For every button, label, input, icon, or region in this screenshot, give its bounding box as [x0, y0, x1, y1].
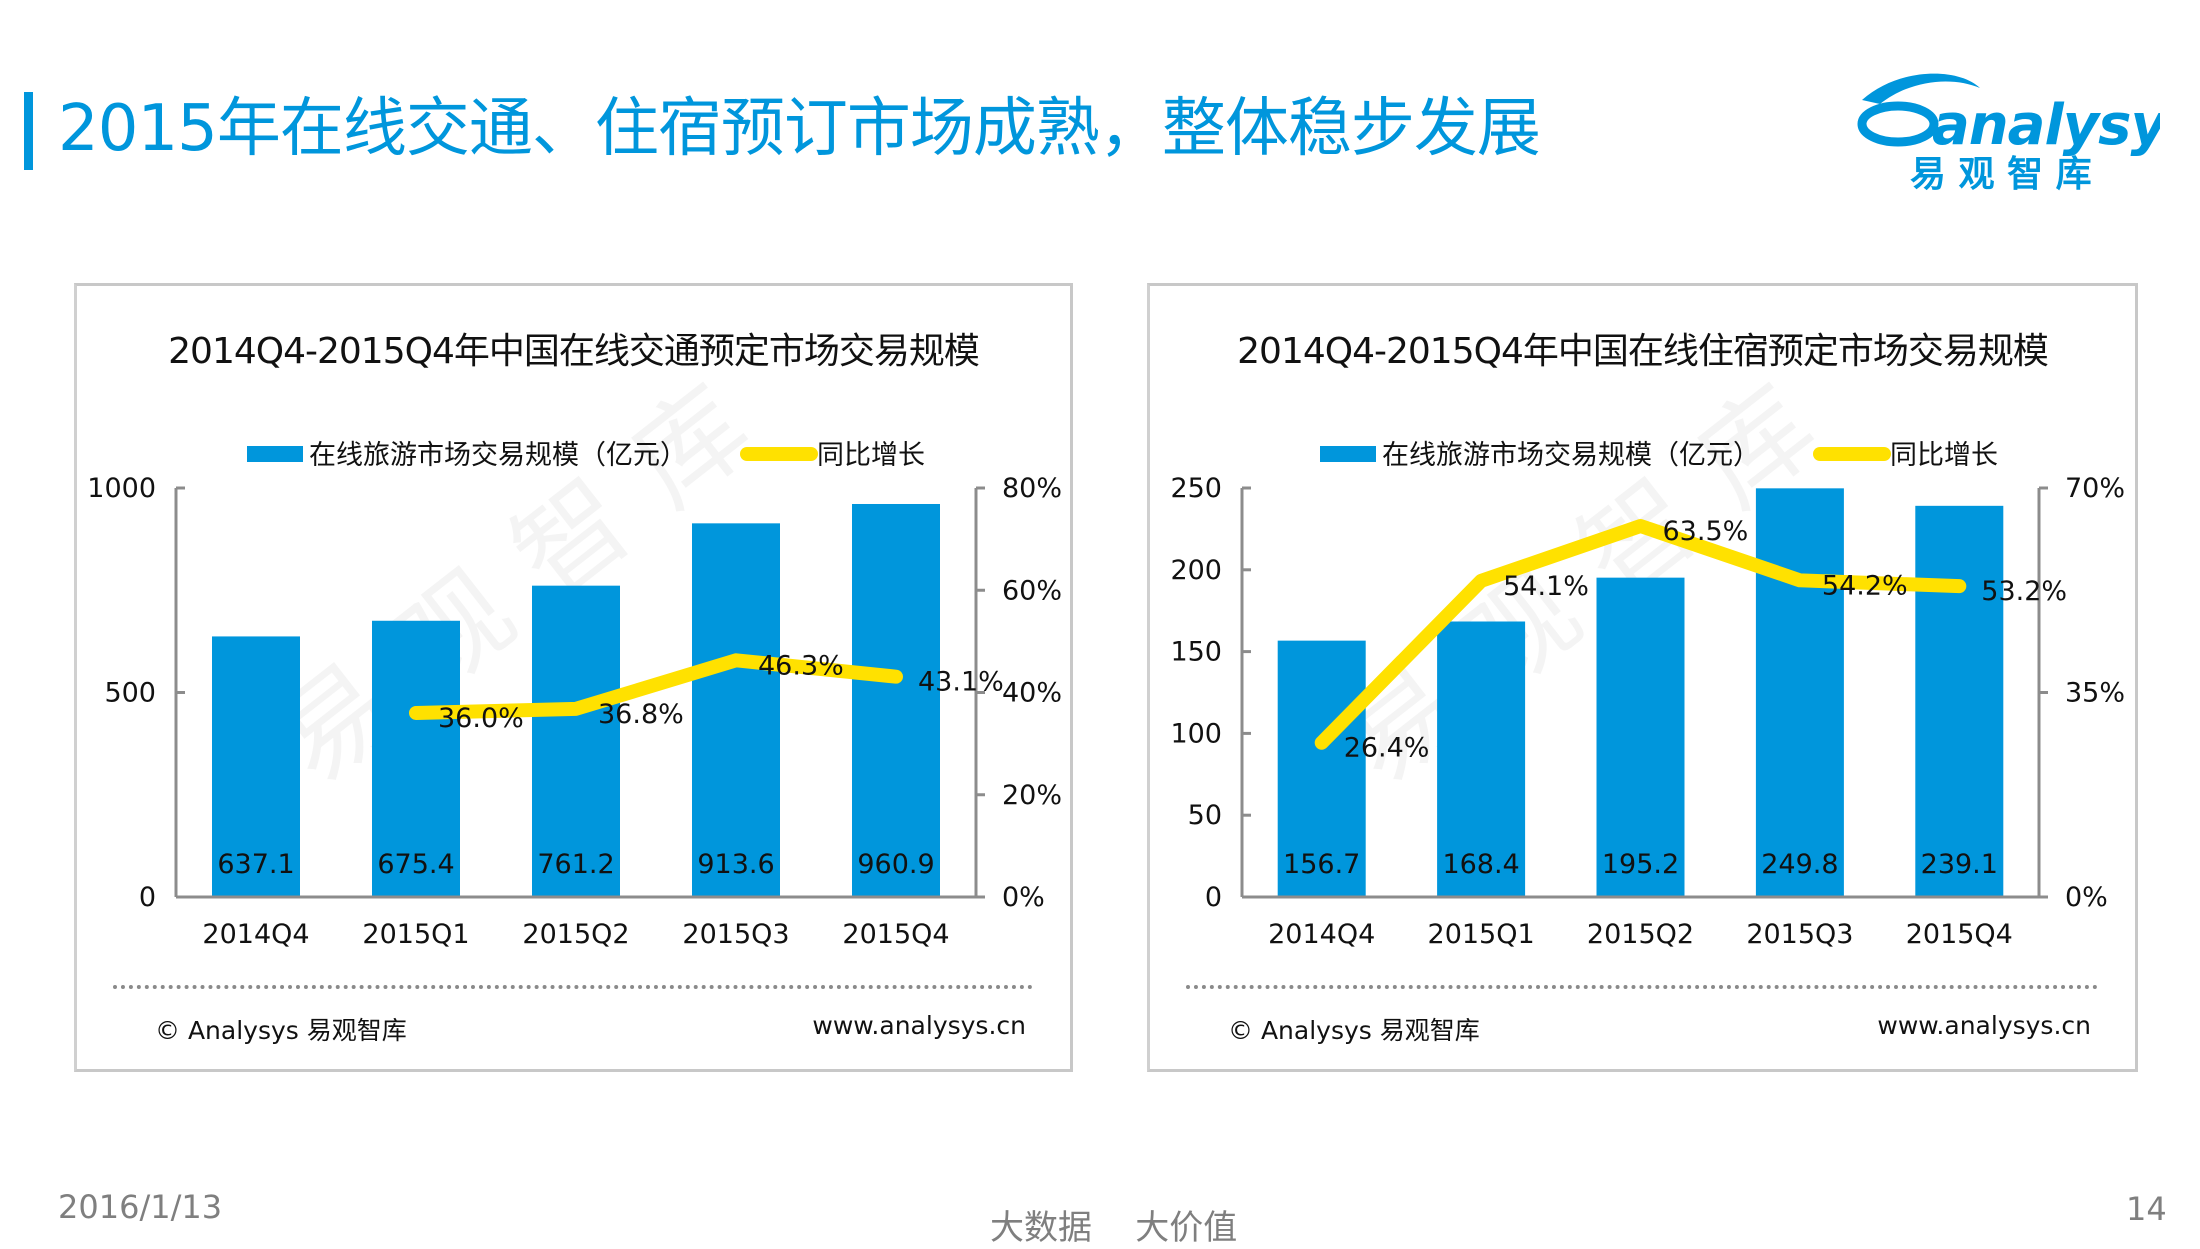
y-right-tick-label: 0% [2065, 882, 2108, 913]
x-tick-label: 2015Q4 [1906, 919, 2013, 950]
divider [1186, 985, 2098, 989]
growth-point [1480, 579, 1483, 582]
y-left-tick-label: 50 [1188, 800, 1222, 831]
growth-point [575, 707, 577, 710]
y-left-tick-label: 0 [1205, 882, 1222, 913]
growth-line [409, 653, 903, 720]
bar-value-label: 675.4 [377, 849, 454, 880]
legend-label-line: 同比增长 [817, 440, 925, 471]
source-copyright: © Analysys 易观智库 [1228, 1016, 1480, 1045]
legend-label-line: 同比增长 [1890, 440, 1998, 471]
bar [852, 503, 940, 897]
x-tick-label: 2015Q2 [1587, 919, 1694, 950]
x-tick-label: 2015Q2 [522, 919, 629, 950]
analysys-logo: analysys 易 观 智 库 [1857, 73, 2160, 195]
chart-panel-accommodation: 2014Q4-2015Q4年中国在线住宿预定市场交易规模 易观智库 在线旅游市场交… [1147, 283, 2138, 1072]
legend-label-bar: 在线旅游市场交易规模（亿元） [1382, 440, 1760, 471]
growth-value-label: 54.2% [1822, 570, 1908, 601]
source-website[interactable]: www.analysys.cn [1877, 1011, 2091, 1040]
bar [212, 636, 300, 897]
chart-panel-transport: 2014Q4-2015Q4年中国在线交通预定市场交易规模 易观智库 在线旅游市场交… [74, 283, 1073, 1072]
y-right-tick-label: 20% [1002, 780, 1062, 811]
x-tick-label: 2015Q4 [842, 919, 949, 950]
bar [1437, 621, 1526, 897]
y-left-tick-label: 500 [104, 678, 156, 709]
source-website[interactable]: www.analysys.cn [812, 1011, 1026, 1040]
growth-point [735, 659, 737, 662]
bar [532, 585, 620, 897]
footer-date: 2016/1/13 [58, 1188, 223, 1226]
page-title: 2015年在线交通、住宿预订市场成熟，整体稳步发展 [58, 92, 1541, 166]
y-left-tick-label: 250 [1170, 473, 1222, 504]
bar-value-label: 168.4 [1442, 849, 1519, 880]
chart-title: 2014Q4-2015Q4年中国在线交通预定市场交易规模 [168, 331, 980, 372]
bar-value-label: 637.1 [217, 849, 294, 880]
growth-point [415, 711, 417, 714]
legend-swatch-bar [247, 446, 303, 462]
bar-value-label: 195.2 [1602, 849, 1679, 880]
bar-value-label: 249.8 [1761, 849, 1838, 880]
legend: 在线旅游市场交易规模（亿元） 同比增长 [247, 440, 925, 471]
bar [1915, 505, 2004, 897]
y-left-tick-label: 1000 [87, 473, 156, 504]
y-right-tick-label: 0% [1002, 882, 1045, 913]
logo-cn: 易 观 智 库 [1910, 154, 2092, 195]
page-number: 14 [2126, 1190, 2167, 1228]
growth-point [1639, 524, 1642, 527]
legend: 在线旅游市场交易规模（亿元） 同比增长 [1320, 440, 1998, 471]
bar-value-label: 156.7 [1283, 849, 1360, 880]
bar [372, 620, 460, 897]
growth-value-label: 36.8% [598, 699, 684, 730]
growth-point [1958, 585, 1961, 588]
growth-value-label: 26.4% [1344, 733, 1430, 764]
y-left-tick-label: 150 [1170, 637, 1222, 668]
x-tick-label: 2015Q1 [362, 919, 469, 950]
bar-value-label: 960.9 [857, 849, 934, 880]
bar [692, 523, 780, 897]
growth-point [895, 675, 897, 678]
divider [113, 985, 1033, 989]
y-right-tick-label: 60% [1002, 575, 1062, 606]
bar-value-label: 913.6 [697, 849, 774, 880]
source-copyright: © Analysys 易观智库 [155, 1016, 407, 1045]
chart-title: 2014Q4-2015Q4年中国在线住宿预定市场交易规模 [1237, 331, 2049, 372]
growth-value-label: 54.1% [1503, 571, 1589, 602]
growth-value-label: 36.0% [438, 703, 524, 734]
title-accent-bar [24, 92, 33, 170]
x-tick-label: 2014Q4 [1268, 919, 1375, 950]
bar-value-label: 761.2 [537, 849, 614, 880]
x-tick-label: 2015Q3 [682, 919, 789, 950]
logo-wordmark: analysys [1932, 93, 2160, 158]
bar-value-label: 239.1 [1921, 849, 1998, 880]
y-right-tick-label: 80% [1002, 473, 1062, 504]
bar [1277, 640, 1366, 897]
legend-swatch-bar [1320, 446, 1376, 462]
y-left-tick-label: 100 [1170, 718, 1222, 749]
logo-a-ring-icon [1857, 101, 1939, 147]
growth-value-label: 63.5% [1663, 516, 1749, 547]
y-left-tick-label: 0 [139, 882, 156, 913]
x-tick-label: 2015Q3 [1746, 919, 1853, 950]
growth-value-label: 46.3% [758, 650, 844, 681]
legend-label-bar: 在线旅游市场交易规模（亿元） [309, 440, 687, 471]
growth-point [1798, 579, 1801, 582]
growth-value-label: 43.1% [918, 667, 1004, 698]
x-tick-label: 2015Q1 [1428, 919, 1535, 950]
growth-point [1320, 741, 1323, 744]
logo-swoosh-icon [1862, 73, 1980, 104]
y-left-tick-label: 200 [1170, 555, 1222, 586]
y-right-tick-label: 70% [2065, 473, 2125, 504]
y-right-tick-label: 40% [1002, 678, 1062, 709]
bar [1755, 488, 1844, 897]
bar [1596, 577, 1685, 897]
footer-slogan: 大数据 大价值 [990, 1208, 1238, 1248]
x-tick-label: 2014Q4 [202, 919, 309, 950]
growth-value-label: 53.2% [1981, 576, 2067, 607]
y-right-tick-label: 35% [2065, 678, 2125, 709]
